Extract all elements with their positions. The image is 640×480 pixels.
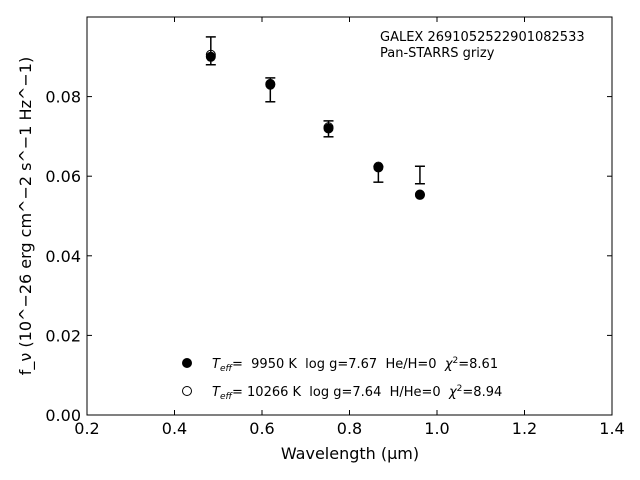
x-tick-label: 0.2 [74,419,99,438]
x-tick-label: 0.8 [337,419,362,438]
y-tick-label: 0.02 [45,326,81,345]
legend-marker-open [182,386,192,396]
error-bar [323,120,334,138]
y-tick-label: 0.04 [45,247,81,266]
y-axis-label: f_ν (10^−26 erg cm^−2 s^−1 Hz^−1) [16,57,36,375]
x-axis-label: Wavelength (μm) [281,444,419,463]
x-axis: 0.2 0.4 0.6 0.8 1.0 1.2 1.4 [74,17,625,438]
legend-entry-2: Teff= 10266 K log g=7.64 H/He=0 χ2=8.94 [212,384,502,402]
observed-error-bars [205,36,425,185]
x-tick-label: 0.6 [249,419,274,438]
legend-entry-1: Teff= 9950 K log g=7.67 He/H=0 χ2=8.61 [212,356,498,374]
y-tick-label: 0.08 [45,88,81,107]
x-tick-label: 1.4 [599,419,624,438]
legend-marker-filled [182,358,192,368]
error-bar [205,36,216,66]
x-tick-label: 1.2 [512,419,537,438]
legend: Teff= 9950 K log g=7.67 He/H=0 χ2=8.61 T… [182,356,502,402]
x-tick-label: 1.0 [424,419,449,438]
x-tick-label: 0.4 [162,419,187,438]
y-tick-label: 0.06 [45,167,81,186]
y-axis: 0.00 0.02 0.04 0.06 0.08 [45,88,612,425]
model-point-open [414,189,425,200]
y-tick-label: 0.00 [45,406,81,425]
annotation-line-2: Pan-STARRS grizy [380,46,495,61]
data-markers [205,49,425,200]
error-bar [373,165,384,183]
plot-frame [86,16,613,416]
error-bar [414,165,425,185]
error-bar [265,77,276,103]
annotation-line-1: GALEX 2691052522901082533 [380,30,585,45]
